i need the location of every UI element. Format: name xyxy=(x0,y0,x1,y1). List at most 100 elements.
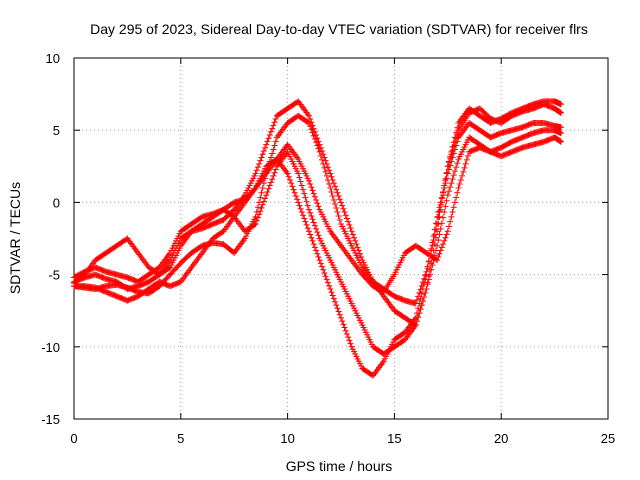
interp-point xyxy=(304,225,311,232)
interp-point xyxy=(296,202,303,209)
interp-point xyxy=(290,186,297,193)
interp-point xyxy=(297,178,304,185)
interp-point xyxy=(435,209,442,216)
interp-point xyxy=(440,241,447,248)
interp-point xyxy=(330,295,337,302)
x-tick-label: 0 xyxy=(70,431,77,446)
interp-point xyxy=(436,231,443,238)
interp-point xyxy=(260,148,267,155)
interp-point xyxy=(330,196,337,203)
interp-point xyxy=(257,194,264,201)
interp-point xyxy=(354,244,361,251)
interp-point xyxy=(351,234,358,241)
interp-point xyxy=(443,231,450,238)
interp-point xyxy=(341,324,348,331)
interp-point xyxy=(319,148,326,155)
interp-point xyxy=(302,218,309,225)
interp-point xyxy=(424,265,431,272)
interp-point xyxy=(449,154,456,161)
interp-point xyxy=(418,290,425,297)
data-point xyxy=(263,141,270,148)
interp-point xyxy=(291,189,298,196)
interp-point xyxy=(450,172,457,179)
interp-point xyxy=(253,167,260,174)
interp-point xyxy=(272,138,279,145)
interp-point xyxy=(463,156,470,163)
interp-point xyxy=(447,184,454,191)
data-point xyxy=(316,141,323,148)
interp-point xyxy=(328,289,335,296)
y-axis-label: SDTVAR / TECUs xyxy=(7,182,23,294)
interp-point xyxy=(321,269,328,276)
data-point xyxy=(327,286,334,293)
interp-point xyxy=(424,281,431,288)
interp-point xyxy=(309,187,316,194)
x-tick-label: 15 xyxy=(387,431,401,446)
interp-point xyxy=(335,308,342,315)
interp-point xyxy=(451,168,458,175)
interp-point xyxy=(270,122,277,129)
data-point xyxy=(327,170,334,177)
interp-point xyxy=(447,218,454,225)
data-point xyxy=(338,314,344,321)
interp-point xyxy=(310,219,317,226)
interp-point xyxy=(330,180,337,187)
interp-point xyxy=(308,184,315,191)
interp-point xyxy=(310,190,317,197)
interp-point xyxy=(317,260,324,267)
interp-point xyxy=(257,208,264,215)
interp-point xyxy=(308,234,315,241)
data-point xyxy=(316,257,323,264)
interp-point xyxy=(271,169,278,176)
interp-point xyxy=(432,220,439,227)
interp-point xyxy=(431,226,438,233)
data-point xyxy=(295,170,302,177)
interp-point xyxy=(315,203,322,210)
interp-point xyxy=(326,167,333,174)
interp-point xyxy=(317,144,324,151)
interp-point xyxy=(334,209,341,216)
interp-point xyxy=(449,209,456,216)
data-point xyxy=(558,130,565,137)
interp-point xyxy=(464,152,471,159)
interp-point xyxy=(298,182,305,189)
interp-point xyxy=(342,212,349,219)
interp-point xyxy=(313,132,320,139)
interp-point xyxy=(165,265,172,272)
interp-point xyxy=(340,205,347,212)
interp-point xyxy=(326,282,333,289)
interp-point xyxy=(320,266,327,273)
data-point xyxy=(305,112,312,119)
interp-point xyxy=(443,175,450,182)
interp-point xyxy=(336,196,343,203)
interp-point xyxy=(251,221,258,228)
interp-point xyxy=(303,198,310,205)
interp-point xyxy=(323,160,330,167)
data-point xyxy=(434,242,441,249)
interp-point xyxy=(300,186,307,193)
interp-point xyxy=(437,225,444,232)
interp-point xyxy=(340,321,347,328)
interp-point xyxy=(333,186,340,193)
interp-point xyxy=(315,253,322,260)
x-tick-label: 25 xyxy=(601,431,615,446)
interp-point xyxy=(346,221,353,228)
interp-point xyxy=(442,203,449,210)
interp-point xyxy=(264,188,271,195)
interp-point xyxy=(311,222,318,229)
interp-point xyxy=(341,209,348,216)
interp-point xyxy=(440,189,447,196)
interp-point xyxy=(428,266,435,273)
interp-point xyxy=(437,247,444,254)
interp-point xyxy=(335,213,342,220)
interp-point xyxy=(320,151,327,158)
data-point xyxy=(263,192,270,199)
interp-point xyxy=(309,122,316,129)
data-point xyxy=(444,228,451,235)
interp-point xyxy=(264,138,271,145)
interp-point xyxy=(267,179,274,186)
interp-point xyxy=(256,199,263,206)
x-tick-label: 10 xyxy=(280,431,294,446)
interp-point xyxy=(430,233,437,240)
interp-point xyxy=(304,202,311,209)
